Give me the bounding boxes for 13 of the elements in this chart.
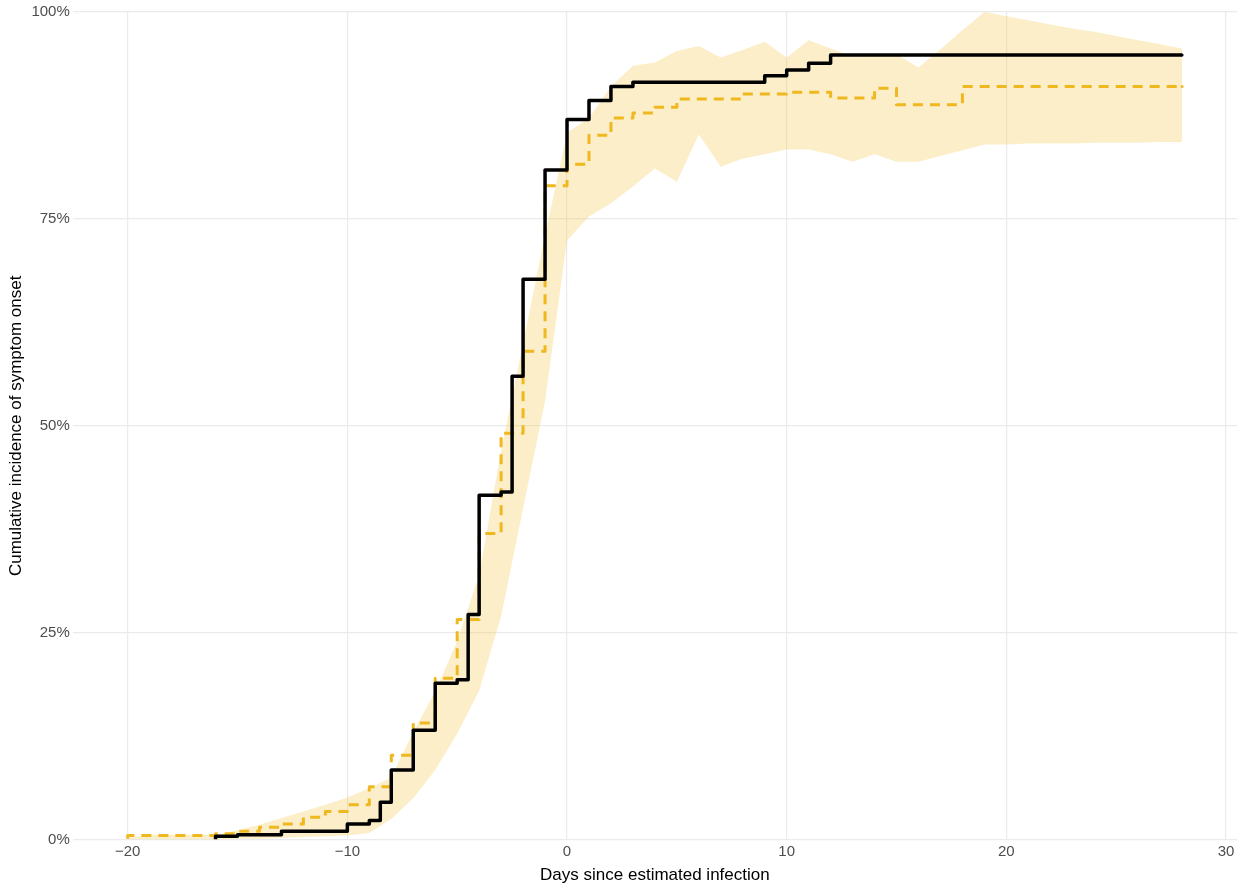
- x-tick-label: −20: [114, 841, 141, 859]
- y-tick-label: 25%: [39, 622, 70, 640]
- x-tick-label: 0: [562, 841, 572, 859]
- y-tick-label: 50%: [39, 415, 70, 433]
- x-tick-label: −10: [334, 841, 361, 859]
- y-axis-title: Cumulative incidence of symptom onset: [5, 275, 25, 577]
- x-tick-label: 30: [1217, 841, 1235, 859]
- y-tick-label: 100%: [31, 2, 70, 20]
- x-tick-label: 20: [998, 841, 1015, 859]
- y-tick-label: 0%: [48, 829, 70, 847]
- y-tick-label: 75%: [39, 209, 70, 227]
- x-axis-title: Days since estimated infection: [540, 865, 770, 885]
- x-tick-label: 10: [778, 841, 796, 859]
